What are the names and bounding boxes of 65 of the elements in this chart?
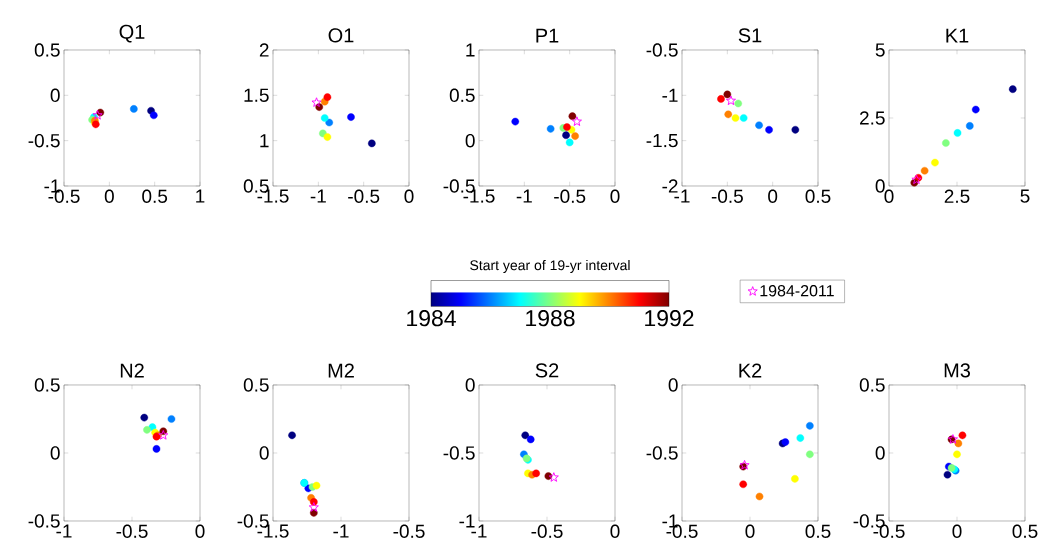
chart-title: S2 — [535, 363, 559, 378]
color-bar-label: 1988 — [526, 310, 575, 327]
y-tick-label: -0.5 — [646, 43, 678, 57]
x-tick-label: 0 — [768, 189, 778, 203]
x-tick-label: 1 — [196, 189, 205, 203]
x-tick-label: -1 — [310, 189, 326, 203]
x-tick-label: 0 — [195, 524, 205, 538]
y-tick-label: 0.5 — [859, 378, 885, 392]
y-tick-label: 1.5 — [244, 88, 269, 102]
chart-title: P1 — [536, 28, 559, 43]
y-tick-label: 0 — [465, 378, 475, 392]
x-tick-label: -0.5 — [531, 524, 563, 538]
x-tick-label: 0.5 — [805, 524, 831, 538]
y-tick-label: 0.5 — [34, 43, 60, 57]
y-tick-label: 0 — [465, 133, 475, 148]
y-tick-label: 0 — [50, 88, 60, 103]
y-tick-label: 1 — [260, 134, 269, 148]
y-tick-label: -0.5 — [443, 446, 475, 460]
color-bar-title: Start year of 19-yr interval — [470, 259, 630, 273]
y-tick-label: 5 — [875, 43, 885, 57]
color-bar-label: 1992 — [645, 310, 694, 327]
y-tick-label: -0.5 — [646, 446, 678, 460]
x-tick-label: 0 — [610, 524, 620, 538]
x-tick-label: -0.5 — [116, 524, 148, 538]
y-tick-label: 1 — [466, 43, 475, 57]
x-tick-label: 2.5 — [944, 189, 970, 203]
chart-title: M3 — [944, 363, 971, 378]
x-tick-label: -0.5 — [393, 524, 425, 538]
chart-title: N2 — [120, 363, 144, 378]
y-tick-label: 2.5 — [860, 111, 885, 125]
chart-title: S1 — [738, 28, 762, 43]
chart-title: K1 — [946, 28, 969, 43]
chart-title: M2 — [328, 363, 354, 378]
y-tick-label: 0 — [668, 378, 678, 392]
x-tick-label: 0 — [404, 189, 414, 203]
chart-title: O1 — [328, 28, 354, 43]
x-tick-label: 0 — [952, 524, 962, 538]
chart-title: Q1 — [119, 24, 145, 43]
x-tick-label: 0 — [745, 524, 755, 538]
y-tick-label: 0 — [259, 446, 269, 460]
x-tick-label: -0.5 — [554, 189, 586, 203]
x-tick-label: -1 — [516, 189, 532, 203]
x-tick-label: 5 — [1020, 189, 1030, 203]
x-tick-label: -0.5 — [348, 189, 380, 203]
y-tick-label: 2 — [259, 43, 269, 57]
y-tick-label: 0 — [50, 446, 60, 460]
y-tick-label: 0.5 — [243, 378, 269, 392]
x-tick-label: 0 — [884, 189, 894, 203]
x-tick-label: -0.5 — [711, 189, 743, 203]
color-bar-label: 1984 — [407, 310, 456, 327]
x-tick-label: 0.5 — [142, 189, 168, 203]
legend-label: 1984-2011 — [760, 285, 834, 297]
x-tick-label: 0.5 — [1012, 524, 1038, 538]
x-tick-label: 0.5 — [805, 189, 831, 203]
x-tick-label: 0 — [610, 189, 620, 203]
y-tick-label: -0.5 — [28, 133, 60, 148]
y-tick-label: 0.5 — [449, 88, 475, 103]
x-tick-label: -1 — [333, 524, 349, 538]
y-tick-label: 0.5 — [34, 378, 60, 392]
chart-title: K2 — [739, 363, 762, 378]
y-tick-label: -1 — [662, 88, 678, 102]
y-tick-label: -1.5 — [646, 134, 678, 148]
y-tick-label: 0 — [875, 446, 885, 460]
x-tick-label: 0 — [104, 189, 114, 203]
y-tick-label: 0 — [875, 179, 885, 193]
